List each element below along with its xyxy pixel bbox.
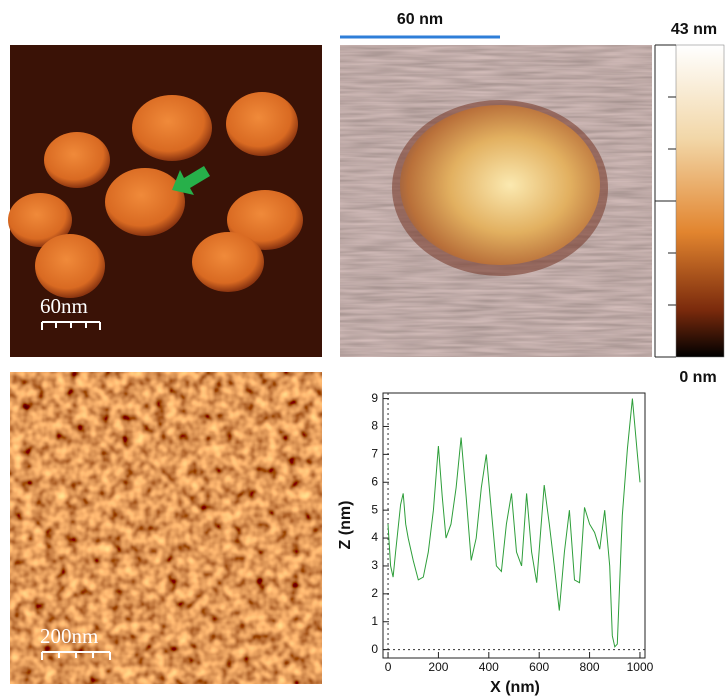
afm-image-top-right: 60 nm <box>340 11 652 357</box>
afm-image-top-left: 60nm <box>8 45 322 357</box>
data-line <box>388 399 640 647</box>
x-tick-label: 200 <box>428 660 448 674</box>
scale-bar-label: 200nm <box>40 624 98 648</box>
x-tick-label: 800 <box>580 660 600 674</box>
y-tick-label: 1 <box>371 614 378 628</box>
y-tick-label: 8 <box>371 419 378 433</box>
scale-bar-label: 60nm <box>40 294 88 318</box>
x-tick-label: 600 <box>529 660 549 674</box>
y-tick-label: 9 <box>371 391 378 405</box>
colorbar: 43 nm 0 nm <box>655 21 724 386</box>
x-tick-label: 400 <box>479 660 499 674</box>
y-tick-label: 2 <box>371 586 378 600</box>
figure: 60nm 60 nm 43 nm 0 nm 200nm X (nm <box>0 0 728 698</box>
x-tick-label: 1000 <box>627 660 654 674</box>
x-tick-label: 0 <box>385 660 392 674</box>
colorbar-min-label: 0 nm <box>679 369 716 386</box>
line-chart: X (nm) Z (nm) 0 1 2 3 4 5 6 7 8 9 0 200 400 600 800 100… <box>337 391 653 696</box>
y-axis-label: Z (nm) <box>337 501 354 550</box>
y-tick-label: 3 <box>371 558 378 572</box>
y-tick-label: 0 <box>371 642 378 656</box>
afm-image-bottom-left: 200nm <box>10 372 322 684</box>
y-tick-label: 6 <box>371 474 378 488</box>
y-tick-label: 4 <box>371 530 378 544</box>
y-tick-label: 7 <box>371 447 378 461</box>
y-tick-label: 5 <box>371 502 378 516</box>
colorbar-max-label: 43 nm <box>671 21 717 38</box>
scale-bar-label: 60 nm <box>397 11 443 28</box>
x-axis-label: X (nm) <box>490 679 540 696</box>
